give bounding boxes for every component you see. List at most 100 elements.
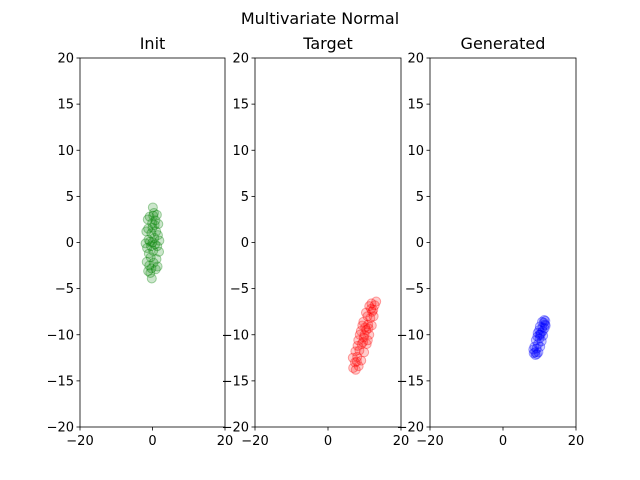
- init-data-point: [153, 219, 164, 230]
- target-data-point: [367, 306, 378, 317]
- target-ytick-label: −10: [222, 328, 249, 343]
- subplot-target: Target 20 15 10 5 0 −5 −10 −15 −20−20 0 20: [222, 34, 410, 449]
- init-data-point: [144, 211, 155, 222]
- target-data-point: [350, 357, 361, 368]
- generated-xtick-label: −20: [416, 434, 443, 449]
- init-xtick-label: 20: [217, 434, 234, 449]
- init-ytick-label: 0: [66, 236, 74, 251]
- target-data-point: [362, 335, 373, 346]
- init-data-point: [150, 264, 161, 275]
- subplot-init-plot-area: 20 15 10 5 0 −5 −10 −15 −20−20 0 20: [47, 52, 234, 450]
- target-data-point: [354, 329, 365, 340]
- init-data-point: [141, 226, 152, 237]
- generated-data-point: [530, 350, 541, 361]
- init-data-point: [154, 235, 165, 246]
- generated-data-point: [532, 327, 543, 338]
- target-data-point: [356, 338, 367, 349]
- target-data-point: [369, 300, 380, 311]
- init-data-point: [148, 257, 159, 268]
- init-ytick-label: 10: [57, 144, 74, 159]
- generated-ytick-label: 10: [407, 144, 424, 159]
- target-data-point: [364, 301, 375, 312]
- init-data-point: [148, 245, 159, 256]
- generated-ytick-label: 15: [407, 98, 424, 113]
- target-data-point: [359, 347, 370, 358]
- subplot-generated-title: Generated: [461, 34, 546, 53]
- init-data-point: [142, 214, 153, 225]
- init-data-point: [140, 238, 151, 249]
- target-ytick-label: −5: [230, 282, 249, 297]
- init-data-point: [151, 226, 162, 237]
- init-data-point: [148, 207, 159, 218]
- target-data-point: [357, 320, 368, 331]
- init-data-point: [143, 234, 154, 245]
- init-data-point: [144, 236, 155, 247]
- subplot-target-plot-area: 20 15 10 5 0 −5 −10 −15 −20−20 0 20: [222, 52, 410, 450]
- target-data-point: [363, 323, 374, 334]
- init-data-point: [152, 230, 163, 241]
- target-ytick-label: 10: [232, 144, 249, 159]
- target-ytick-label: 0: [241, 236, 249, 251]
- init-data-point: [145, 267, 156, 278]
- generated-data-point: [540, 315, 551, 326]
- generated-data-point: [539, 319, 550, 330]
- init-data-point: [146, 263, 157, 274]
- generated-data-point: [531, 349, 542, 360]
- init-ytick-label: −15: [47, 374, 74, 389]
- init-data-point: [150, 215, 161, 226]
- generated-data-point: [537, 326, 548, 337]
- generated-data-point: [530, 347, 541, 358]
- generated-data-point: [539, 314, 550, 325]
- generated-points: [528, 314, 551, 361]
- target-data-point: [358, 332, 369, 343]
- generated-data-point: [532, 331, 543, 342]
- subplot-init: Init 20 15 10 5 0 −5 −10 −15 −20−20 0 20: [47, 34, 234, 449]
- generated-data-point: [535, 327, 546, 338]
- init-data-point: [147, 202, 158, 213]
- generated-ytick-label: 0: [416, 236, 424, 251]
- init-data-point: [151, 209, 162, 220]
- init-data-point: [145, 252, 156, 263]
- generated-data-point: [533, 347, 544, 358]
- target-data-point: [364, 329, 375, 340]
- generated-axes-frame: [429, 57, 577, 428]
- init-ytick-label: −5: [55, 282, 74, 297]
- target-data-point: [366, 320, 377, 331]
- generated-data-point: [534, 325, 545, 336]
- init-data-point: [141, 256, 152, 267]
- target-data-point: [371, 296, 382, 307]
- generated-data-point: [530, 335, 541, 346]
- target-xtick-label: 0: [324, 434, 332, 449]
- init-ytick-label: −20: [47, 421, 74, 436]
- target-data-point: [360, 307, 371, 318]
- target-data-point: [361, 325, 372, 336]
- target-data-point: [358, 316, 369, 327]
- target-xtick-label: 20: [393, 434, 410, 449]
- generated-data-point: [535, 341, 546, 352]
- target-axes-frame: [254, 57, 402, 428]
- init-ytick-label: 20: [57, 52, 74, 67]
- generated-data-point: [538, 317, 549, 328]
- generated-xtick-label: 20: [568, 434, 585, 449]
- target-data-point: [353, 361, 364, 372]
- generated-ytick-label: −15: [397, 374, 424, 389]
- target-data-point: [347, 352, 358, 363]
- init-data-point: [146, 241, 157, 252]
- target-data-point: [366, 298, 377, 309]
- subplot-init-title: Init: [140, 34, 166, 53]
- generated-xtick-label: 0: [499, 434, 507, 449]
- generated-data-point: [529, 341, 540, 352]
- target-data-point: [354, 345, 365, 356]
- generated-data-point: [528, 344, 539, 355]
- target-data-point: [350, 346, 361, 357]
- target-ytick-label: −20: [222, 421, 249, 436]
- init-data-point: [151, 254, 162, 265]
- init-xtick-label: −20: [66, 434, 93, 449]
- target-data-point: [358, 337, 369, 348]
- generated-ytick-label: −5: [405, 282, 424, 297]
- init-data-point: [152, 261, 163, 272]
- generated-ytick-label: −20: [397, 421, 424, 436]
- init-data-point: [142, 243, 153, 254]
- target-ytick-label: 5: [241, 190, 249, 205]
